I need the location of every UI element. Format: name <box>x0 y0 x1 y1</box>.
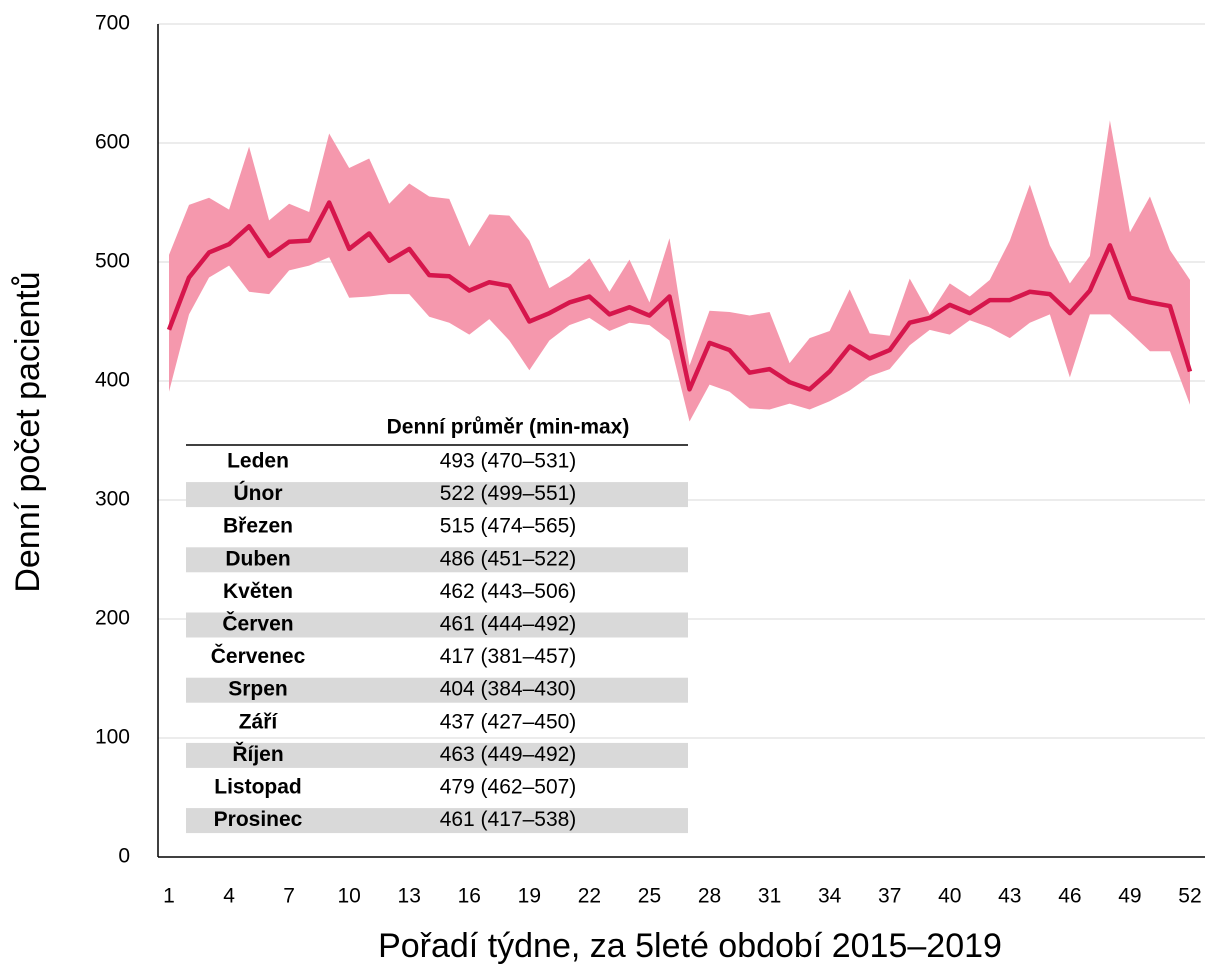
x-tick-label: 13 <box>398 885 421 908</box>
y-tick-label: 500 <box>95 250 130 273</box>
table-value: 461 (417–538) <box>440 808 577 831</box>
y-tick-label: 700 <box>95 12 130 35</box>
y-tick-label: 100 <box>95 726 130 749</box>
table-month: Březen <box>223 515 293 538</box>
mean-line <box>166 200 1193 392</box>
table-row-shade <box>186 612 688 638</box>
table-header: Denní průměr (min-max) <box>387 416 630 439</box>
table-month: Červen <box>222 612 293 636</box>
table-value: 515 (474–565) <box>440 515 577 538</box>
y-tick-label: 600 <box>95 131 130 154</box>
table-value: 493 (470–531) <box>440 450 577 473</box>
table-month: Listopad <box>214 776 302 799</box>
table-month: Duben <box>225 547 290 570</box>
x-tick-label: 10 <box>338 885 361 908</box>
table-value: 486 (451–522) <box>440 547 577 570</box>
table-row-shade <box>186 808 688 834</box>
x-tick-label: 40 <box>938 885 961 908</box>
x-tick-label: 25 <box>638 885 661 908</box>
table-month: Červenec <box>211 644 306 668</box>
x-tick-label: 46 <box>1058 885 1081 908</box>
table-row-shade <box>186 742 688 768</box>
table-month: Září <box>239 710 279 733</box>
table-month: Únor <box>234 481 283 505</box>
x-tick-label: 16 <box>458 885 481 908</box>
y-tick-label: 0 <box>118 845 130 868</box>
table-month: Prosinec <box>214 808 303 831</box>
x-tick-label: 4 <box>223 885 235 908</box>
y-tick-label: 300 <box>95 488 130 511</box>
table-row-shade <box>186 547 688 573</box>
x-tick-label: 28 <box>698 885 721 908</box>
table-value: 463 (449–492) <box>440 743 577 766</box>
table-value: 522 (499–551) <box>440 482 577 505</box>
table-month: Leden <box>227 450 289 473</box>
x-tick-label: 37 <box>878 885 901 908</box>
y-tick-label: 400 <box>95 369 130 392</box>
x-axis-title: Pořadí týdne, za 5leté období 2015–2019 <box>378 927 1002 965</box>
range-band <box>169 120 1190 422</box>
x-tick-label: 52 <box>1178 885 1201 908</box>
x-tick-label: 49 <box>1118 885 1141 908</box>
table-row-shade <box>186 482 688 508</box>
x-tick-label: 1 <box>163 885 175 908</box>
table-row-shade <box>186 677 688 703</box>
table-month: Květen <box>223 580 293 603</box>
table-value: 404 (384–430) <box>440 678 577 701</box>
x-tick-label: 34 <box>818 885 842 908</box>
table-month: Srpen <box>228 678 288 701</box>
table-value: 437 (427–450) <box>440 710 577 733</box>
y-tick-label: 200 <box>95 607 130 630</box>
x-tick-label: 43 <box>998 885 1021 908</box>
table-value: 462 (443–506) <box>440 580 577 603</box>
x-tick-label: 19 <box>518 885 541 908</box>
x-tick-label: 22 <box>578 885 601 908</box>
x-tick-label: 31 <box>758 885 781 908</box>
table-value: 461 (444–492) <box>440 613 577 636</box>
y-axis-title: Denní počet pacientů <box>9 271 47 592</box>
x-tick-label: 7 <box>283 885 295 908</box>
table-value: 479 (462–507) <box>440 776 577 799</box>
table-month: Říjen <box>232 742 283 766</box>
table-value: 417 (381–457) <box>440 645 577 668</box>
